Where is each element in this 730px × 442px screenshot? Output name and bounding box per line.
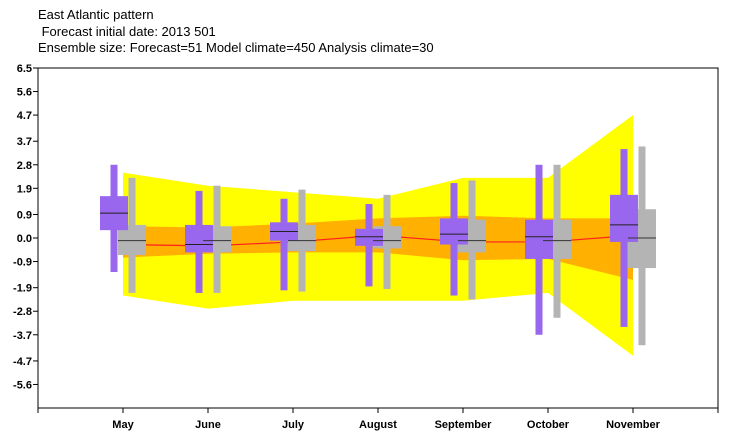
forecast-box [355, 228, 383, 246]
x-tick-label: August [359, 419, 397, 431]
ensemble-size-label: Ensemble size: Forecast=51 Model climate… [38, 40, 434, 55]
x-axis: May June July August September October Novembe… [37, 408, 719, 431]
y-tick-label: 5.6 [17, 87, 32, 99]
forecast-box [610, 194, 638, 242]
y-tick-label: -4.7 [13, 356, 32, 368]
y-tick-label: -2.8 [13, 306, 32, 318]
x-tick-label: November [606, 419, 661, 431]
y-tick-label: -1.9 [13, 283, 32, 295]
y-tick-label: 6.5 [17, 63, 32, 75]
x-tick-label: May [112, 419, 134, 431]
chart-title: East Atlantic pattern [38, 7, 154, 22]
y-tick-label: 4.7 [17, 110, 32, 122]
x-tick-label: September [435, 419, 493, 431]
y-tick-label: 2.8 [17, 160, 32, 172]
y-tick-label: -5.6 [13, 379, 32, 391]
y-tick-label: 0.9 [17, 209, 32, 221]
y-tick-label: 0.0 [17, 233, 32, 245]
y-axis: 6.5 5.6 4.7 3.7 2.8 1.9 0.9 0.0 -0.9 -1.9 -2.8 -3.7… [13, 63, 38, 391]
x-tick-label: July [282, 419, 305, 431]
y-tick-label: 3.7 [17, 136, 32, 148]
forecast-box [185, 224, 213, 253]
x-tick-label: October [527, 419, 570, 431]
forecast-whisker [280, 198, 288, 291]
forecast-date-label: Forecast initial date: 2013 501 [38, 23, 216, 39]
forecast-box [525, 219, 553, 259]
chart-titles: East Atlantic pattern Forecast initial d… [38, 7, 434, 57]
y-tick-label: -0.9 [13, 257, 32, 269]
x-tick-label: June [195, 419, 221, 431]
y-tick-label: -3.7 [13, 330, 32, 342]
box-plots [100, 146, 656, 346]
y-tick-label: 1.9 [17, 183, 32, 195]
